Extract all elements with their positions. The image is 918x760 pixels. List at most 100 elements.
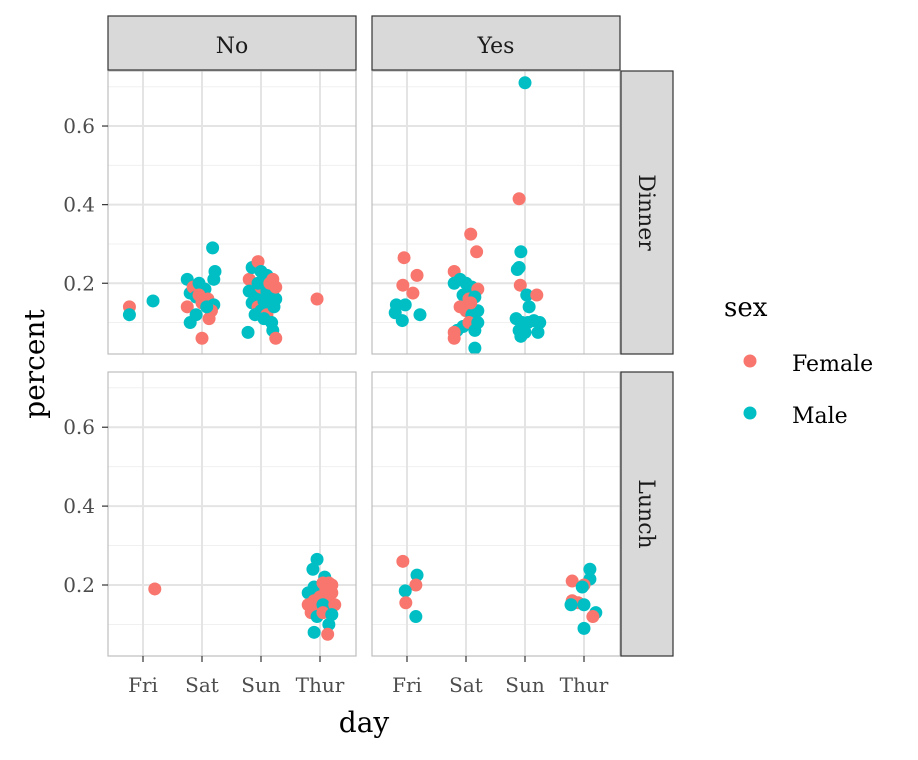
data-point-male xyxy=(564,598,578,612)
strip-label-no: No xyxy=(216,34,249,59)
data-point-male xyxy=(325,608,339,622)
x-tick-label: Fri xyxy=(128,673,158,697)
legend-label-female: Female xyxy=(792,352,873,377)
data-point-male xyxy=(398,584,412,598)
axes-layer: 0.2 0.4 0.6 0.2 0.4 0.6 Fri Sat Sun Thur Fri Sat Sun… xyxy=(63,114,609,697)
panel-bg-no-dinner xyxy=(108,71,356,354)
data-point-male xyxy=(468,341,482,355)
data-point-female xyxy=(470,245,484,259)
x-tick-label: Thur xyxy=(560,673,609,697)
data-point-male xyxy=(310,552,324,566)
data-point-male xyxy=(510,262,524,276)
data-point-male xyxy=(520,288,534,302)
data-point-female xyxy=(396,554,410,568)
data-point-male xyxy=(208,264,222,278)
strip-bg-no xyxy=(107,15,357,71)
data-point-female xyxy=(447,325,461,339)
data-point-male xyxy=(410,568,424,582)
data-point-male xyxy=(533,316,547,330)
data-point-female xyxy=(328,598,342,612)
data-point-female xyxy=(180,300,194,314)
data-point-male xyxy=(398,298,412,312)
y-tick-label: 0.6 xyxy=(63,114,95,138)
x-tick-label: Sun xyxy=(505,673,545,697)
x-tick-label: Fri xyxy=(392,673,422,697)
legend: sex Female Male xyxy=(724,293,873,429)
data-point-male xyxy=(575,580,589,594)
x-tick-label: Sun xyxy=(241,673,281,697)
y-tick-label: 0.4 xyxy=(63,494,95,518)
data-point-female xyxy=(586,610,600,624)
panel-border xyxy=(107,371,357,657)
data-point-female xyxy=(396,278,410,292)
y-tick-label: 0.4 xyxy=(63,193,95,217)
data-point-female xyxy=(406,286,420,300)
data-point-female xyxy=(269,331,283,345)
y-axis-title: percent xyxy=(18,309,51,419)
data-point-male xyxy=(251,276,265,290)
legend-key-female xyxy=(743,354,757,368)
strip-bg-lunch xyxy=(620,371,674,657)
data-point-male xyxy=(322,617,336,631)
data-point-male xyxy=(206,241,220,255)
data-point-male xyxy=(200,300,214,314)
data-point-male xyxy=(577,598,591,612)
x-axis-title: day xyxy=(339,706,390,739)
data-point-female xyxy=(512,192,526,206)
data-point-female xyxy=(192,288,206,302)
data-point-male xyxy=(241,325,255,339)
data-point-male xyxy=(189,308,203,322)
panel-border xyxy=(107,70,357,355)
data-point-female xyxy=(565,574,579,588)
legend-label-male: Male xyxy=(792,404,848,429)
legend-key-male xyxy=(743,406,757,420)
data-point-female xyxy=(409,578,423,592)
data-point-female xyxy=(530,288,544,302)
data-point-female xyxy=(321,627,335,641)
data-point-male xyxy=(395,314,409,328)
legend-title: sex xyxy=(724,293,768,323)
strips-layer: No Yes Dinner Lunch xyxy=(107,15,674,657)
strip-label-yes: Yes xyxy=(477,34,515,59)
panel-border xyxy=(371,371,621,657)
data-point-male xyxy=(518,76,532,90)
data-point-male xyxy=(514,329,528,343)
data-point-male xyxy=(409,610,423,624)
data-point-female xyxy=(148,582,162,596)
panel-bg-yes-lunch xyxy=(372,372,620,656)
data-point-male xyxy=(514,245,528,259)
data-point-male xyxy=(257,312,271,326)
data-point-female xyxy=(397,251,411,265)
data-point-male xyxy=(122,308,136,322)
y-tick-label: 0.2 xyxy=(63,573,95,597)
x-tick-label: Sat xyxy=(185,673,219,697)
data-point-female xyxy=(195,331,209,345)
data-point-male xyxy=(267,300,281,314)
panel-border xyxy=(371,70,621,355)
panel-bg-yes-dinner xyxy=(372,71,620,354)
data-point-male xyxy=(146,294,160,308)
strip-bg-dinner xyxy=(620,70,674,355)
data-point-male xyxy=(413,308,427,322)
y-tick-label: 0.2 xyxy=(63,271,95,295)
strip-bg-yes xyxy=(371,15,621,71)
data-point-female xyxy=(310,292,324,306)
data-point-male xyxy=(307,625,321,639)
strip-label-lunch: Lunch xyxy=(633,479,658,548)
data-point-female xyxy=(269,280,283,294)
data-point-male xyxy=(577,621,591,635)
data-point-male xyxy=(471,316,485,330)
data-point-female xyxy=(251,255,265,269)
data-point-female xyxy=(410,268,424,282)
x-tick-label: Thur xyxy=(296,673,345,697)
x-tick-label: Sat xyxy=(449,673,483,697)
strip-label-dinner: Dinner xyxy=(633,174,658,251)
y-tick-label: 0.6 xyxy=(63,415,95,439)
data-point-male xyxy=(306,562,320,576)
data-point-female xyxy=(399,596,413,610)
data-point-male xyxy=(522,300,536,314)
data-point-male xyxy=(583,562,597,576)
data-point-female xyxy=(464,227,478,241)
